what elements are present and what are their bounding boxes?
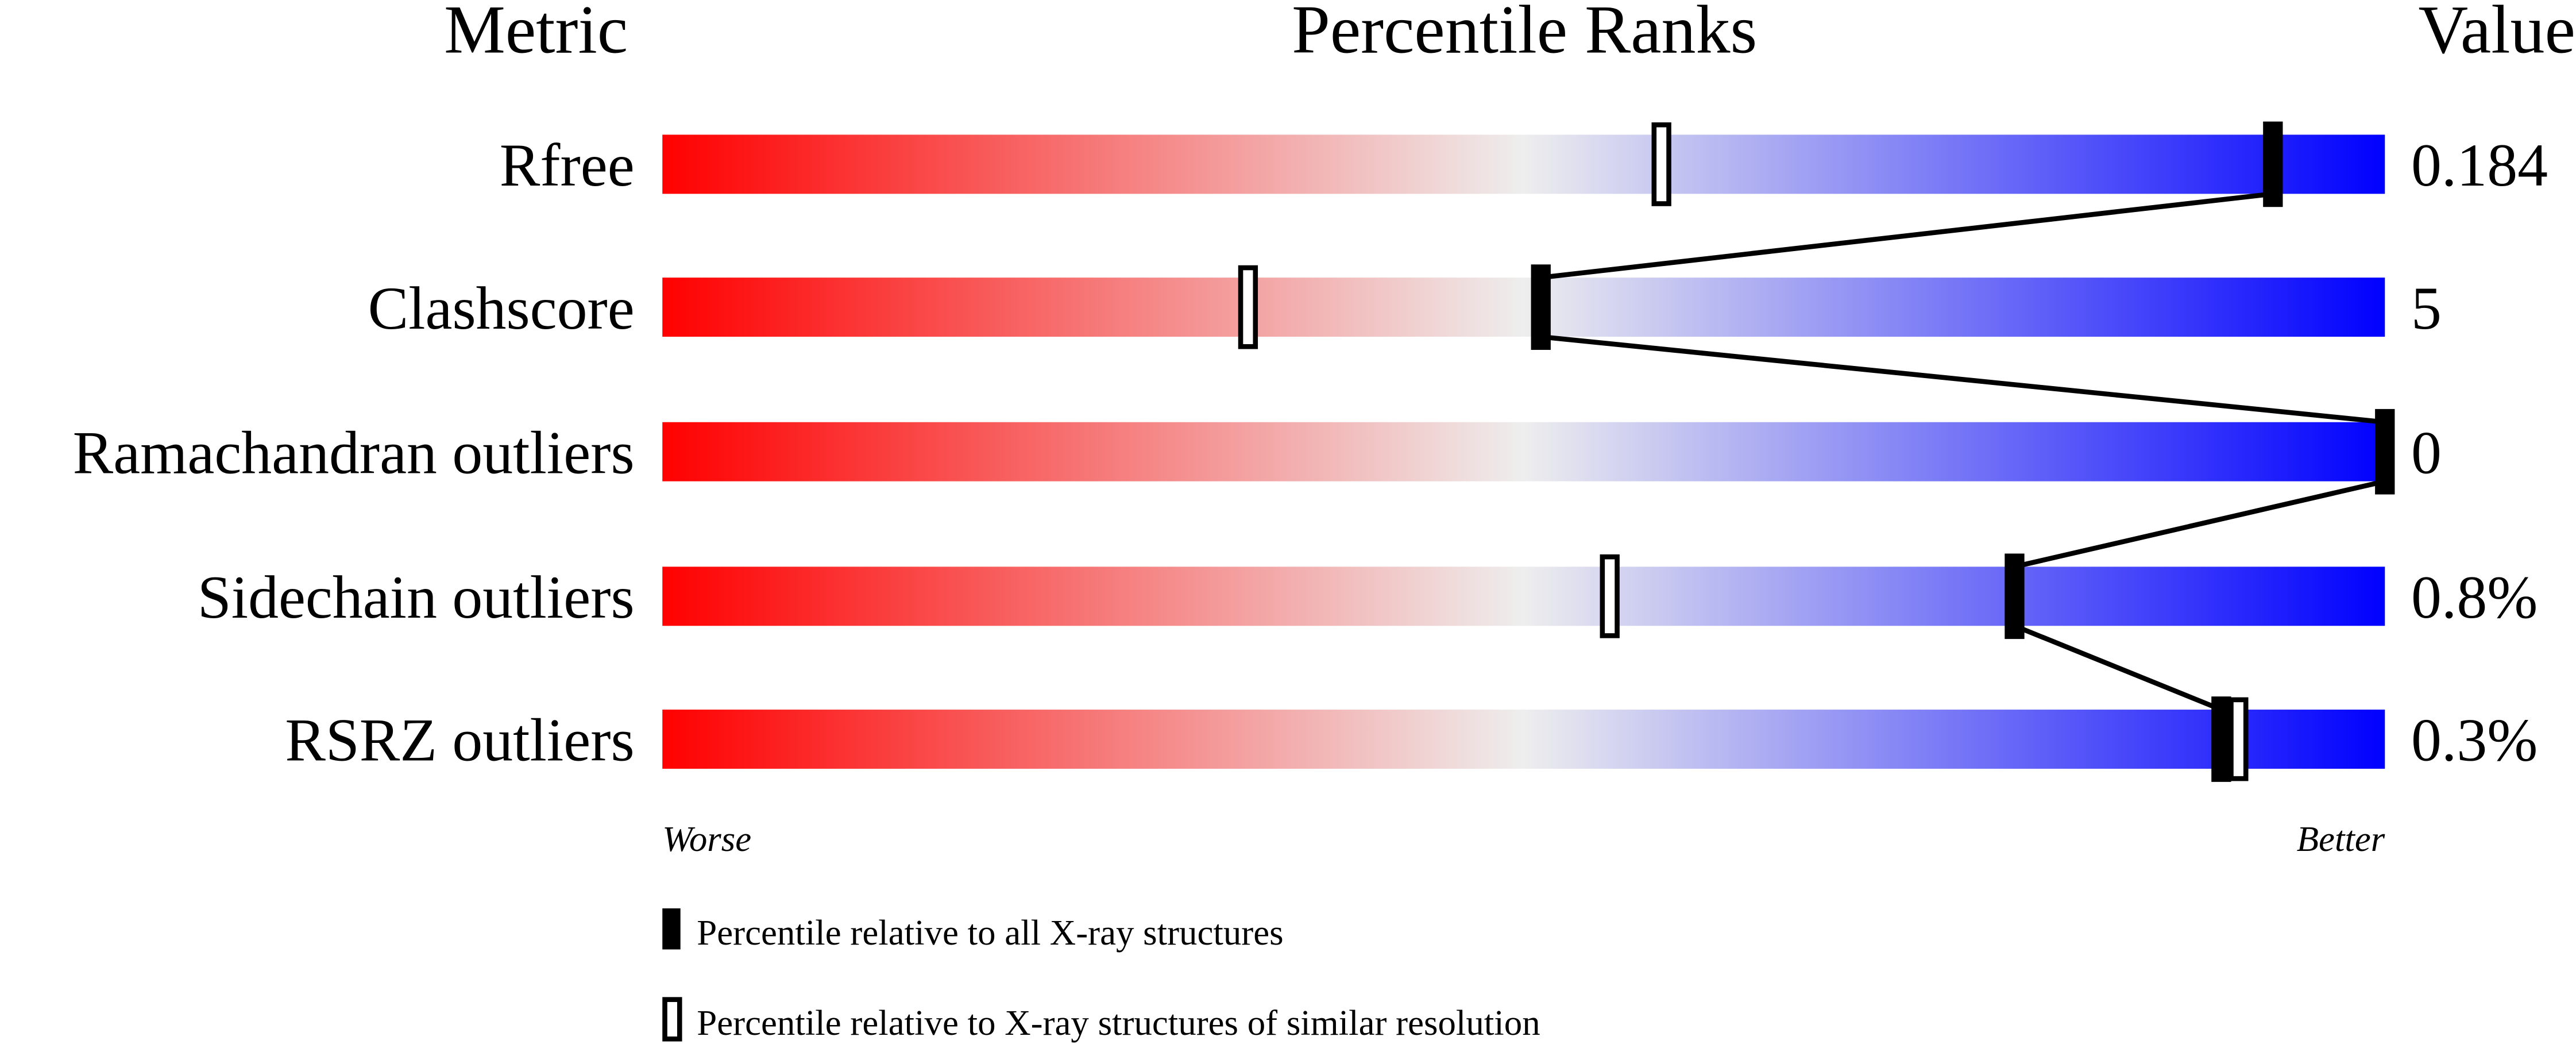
- all-structures-marker: [2005, 553, 2025, 639]
- metric-label: Sidechain outliers: [198, 564, 635, 631]
- similar-resolution-marker: [1238, 265, 1258, 349]
- connector-line: [2014, 479, 2386, 569]
- percentile-bar: [662, 422, 2385, 481]
- header-percentile-ranks: Percentile Ranks: [1292, 0, 1757, 67]
- metric-label: Ramachandran outliers: [73, 419, 635, 486]
- connector-line: [1540, 334, 2385, 425]
- legend-filled-marker: [662, 908, 681, 950]
- percentile-bar: [662, 710, 2385, 769]
- metric-label: RSRZ outliers: [285, 707, 634, 774]
- metric-label: Clashscore: [368, 275, 635, 342]
- metric-value: 0: [2411, 419, 2442, 486]
- metric-value: 0.3%: [2411, 707, 2538, 774]
- percentile-bar: [662, 567, 2385, 626]
- all-structures-marker: [2375, 409, 2395, 495]
- header-value: Value: [2419, 0, 2575, 67]
- similar-resolution-marker: [1600, 554, 1620, 638]
- legend-all-label: Percentile relative to all X-ray structu…: [697, 912, 1283, 953]
- worse-label: Worse: [662, 819, 751, 859]
- similar-resolution-marker: [2229, 697, 2249, 781]
- metric-value: 5: [2411, 275, 2442, 342]
- metric-label: Rfree: [500, 132, 635, 199]
- better-label: Better: [2297, 819, 2385, 859]
- connector-line: [1540, 191, 2273, 280]
- connector-line: [2013, 623, 2222, 712]
- legend-hollow-marker: [662, 997, 682, 1042]
- header-metric: Metric: [444, 0, 628, 67]
- legend-similar-label: Percentile relative to X-ray structures …: [697, 1003, 1540, 1043]
- percentile-bar: [662, 134, 2385, 194]
- metric-value: 0.8%: [2411, 564, 2538, 631]
- all-structures-marker: [2211, 696, 2231, 782]
- metric-value: 0.184: [2411, 132, 2548, 199]
- similar-resolution-marker: [1651, 122, 1671, 206]
- percentile-bar: [662, 278, 2385, 337]
- all-structures-marker: [1531, 264, 1551, 350]
- all-structures-marker: [2263, 121, 2283, 207]
